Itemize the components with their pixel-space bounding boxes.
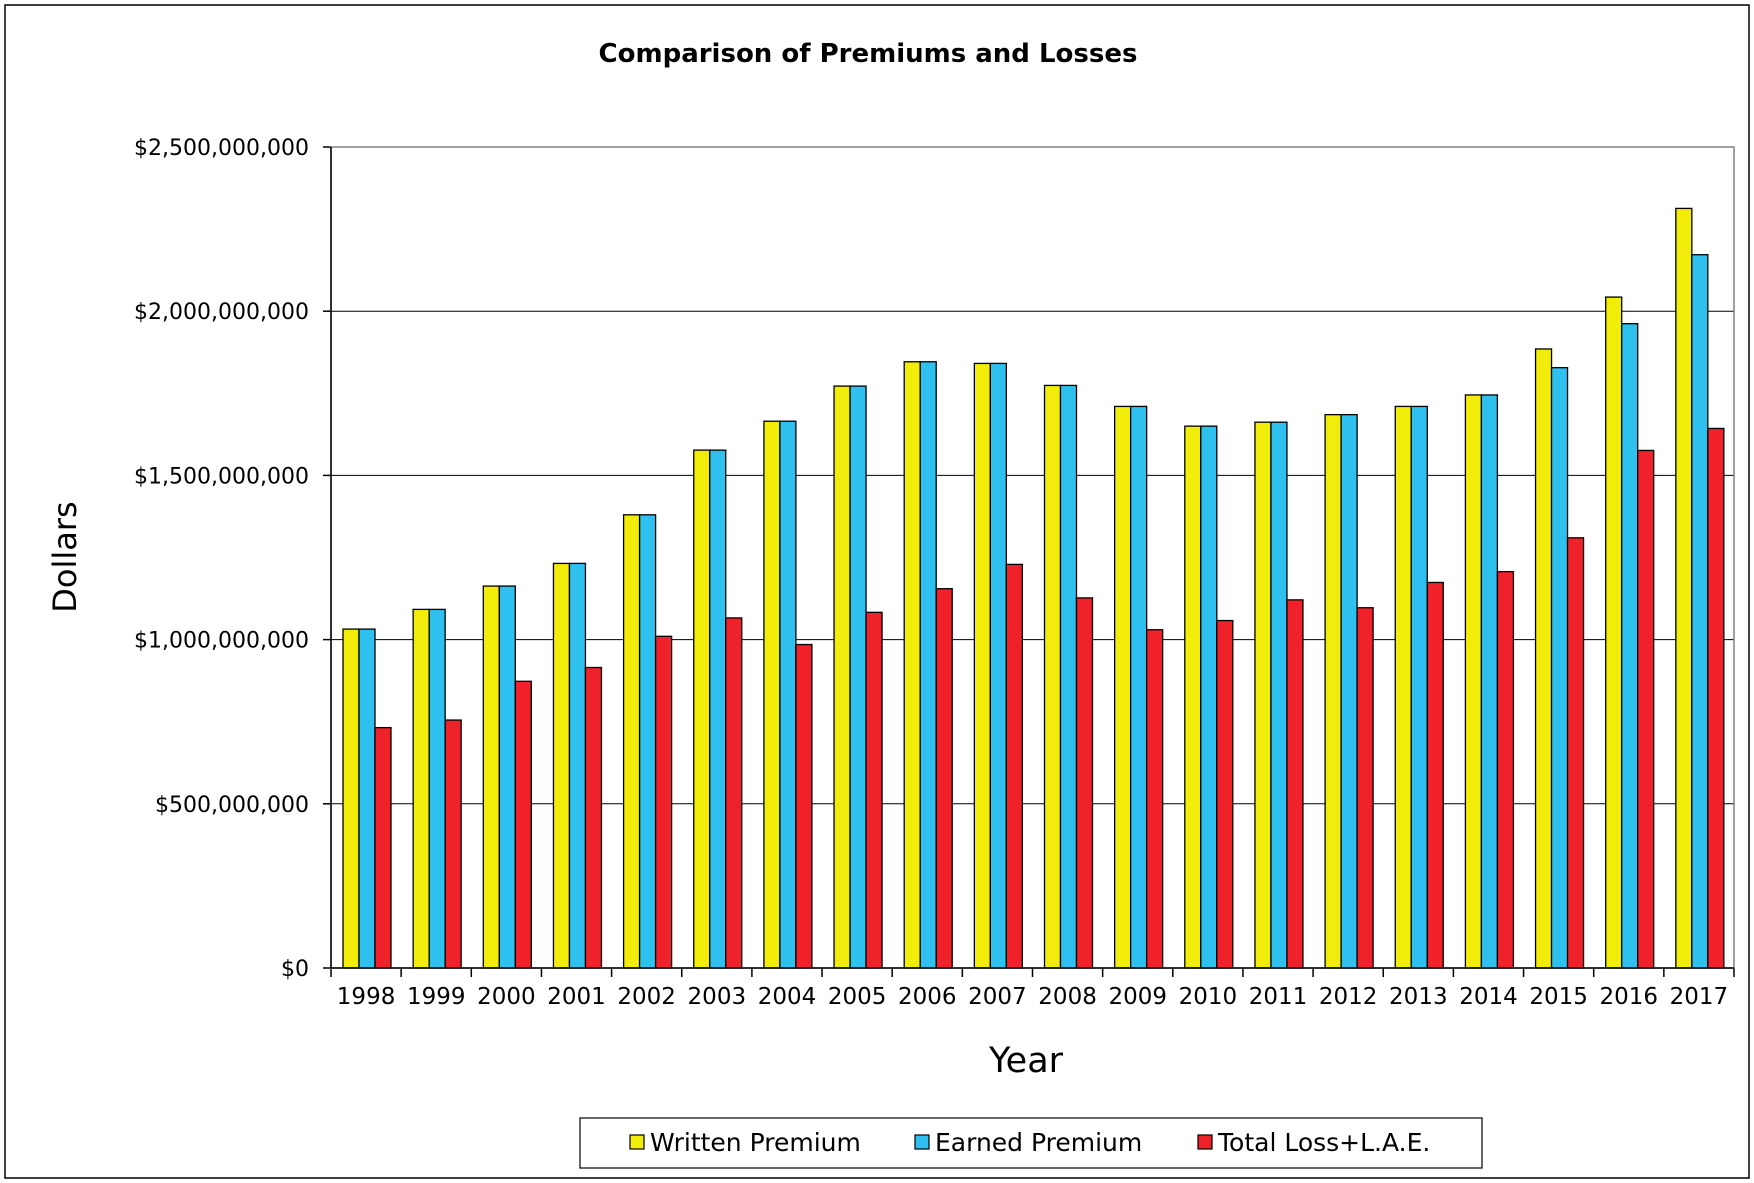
y-tick-label: $1,000,000,000 — [134, 629, 309, 654]
bar-earned-premium-2016 — [1622, 324, 1638, 968]
bar-written-premium-2017 — [1676, 208, 1692, 968]
bar-written-premium-2010 — [1185, 426, 1201, 968]
bar-earned-premium-2001 — [569, 563, 585, 968]
bar-earned-premium-2003 — [710, 450, 726, 968]
bar-written-premium-2013 — [1395, 406, 1411, 968]
bar-total-loss-l-a-e-2000 — [515, 681, 531, 968]
bar-earned-premium-2005 — [850, 386, 866, 968]
bar-written-premium-2007 — [974, 363, 990, 968]
bar-written-premium-2012 — [1325, 415, 1341, 968]
bar-earned-premium-2012 — [1341, 415, 1357, 968]
x-tick-label: 2004 — [758, 984, 817, 1010]
y-tick-label: $1,500,000,000 — [134, 464, 309, 489]
bar-earned-premium-2009 — [1131, 406, 1147, 968]
bar-written-premium-2016 — [1606, 297, 1622, 968]
bar-total-loss-l-a-e-2004 — [796, 645, 812, 968]
bar-total-loss-l-a-e-2011 — [1287, 600, 1303, 968]
x-tick-label: 2003 — [688, 984, 747, 1010]
bar-earned-premium-1999 — [429, 609, 445, 968]
bar-earned-premium-2006 — [920, 362, 936, 968]
x-tick-label: 2012 — [1319, 984, 1378, 1010]
x-tick-label: 1999 — [407, 984, 466, 1010]
bar-written-premium-2005 — [834, 386, 850, 968]
bar-total-loss-l-a-e-2006 — [936, 589, 952, 968]
bar-written-premium-1999 — [413, 609, 429, 968]
bar-written-premium-2003 — [694, 450, 710, 968]
bar-total-loss-l-a-e-1998 — [375, 728, 391, 968]
bar-total-loss-l-a-e-2016 — [1638, 450, 1654, 968]
x-tick-label: 2010 — [1179, 984, 1238, 1010]
x-tick-label: 2014 — [1459, 984, 1518, 1010]
legend-label: Total Loss+L.A.E. — [1217, 1128, 1430, 1157]
x-tick-label: 2013 — [1389, 984, 1448, 1010]
legend-label: Written Premium — [650, 1128, 861, 1157]
bar-total-loss-l-a-e-2003 — [726, 618, 742, 968]
bar-written-premium-2014 — [1465, 395, 1481, 968]
bar-earned-premium-2010 — [1201, 426, 1217, 968]
bar-written-premium-1998 — [343, 629, 359, 968]
bar-total-loss-l-a-e-2013 — [1427, 582, 1443, 968]
x-tick-label: 2007 — [968, 984, 1027, 1010]
legend-swatch — [630, 1135, 644, 1149]
x-tick-label: 2008 — [1038, 984, 1097, 1010]
x-tick-label: 2002 — [617, 984, 676, 1010]
bar-total-loss-l-a-e-2010 — [1217, 621, 1233, 968]
bar-total-loss-l-a-e-2002 — [656, 636, 672, 968]
y-tick-label: $2,000,000,000 — [134, 300, 309, 325]
x-tick-label: 2005 — [828, 984, 887, 1010]
chart-title: Comparison of Premiums and Losses — [599, 39, 1138, 69]
x-tick-label: 2015 — [1529, 984, 1588, 1010]
x-tick-label: 2011 — [1249, 984, 1308, 1010]
bar-written-premium-2009 — [1115, 406, 1131, 968]
legend-swatch — [915, 1135, 929, 1149]
bar-earned-premium-2017 — [1692, 255, 1708, 968]
bar-earned-premium-2000 — [499, 586, 515, 968]
bar-written-premium-2000 — [483, 586, 499, 968]
x-tick-label: 2017 — [1670, 984, 1729, 1010]
bar-earned-premium-1998 — [359, 629, 375, 968]
bar-total-loss-l-a-e-2009 — [1147, 630, 1163, 968]
bar-total-loss-l-a-e-2001 — [585, 668, 601, 968]
bar-total-loss-l-a-e-2005 — [866, 612, 882, 968]
bar-written-premium-2002 — [624, 515, 640, 968]
bar-written-premium-2011 — [1255, 422, 1271, 968]
bar-earned-premium-2007 — [990, 363, 1006, 968]
bar-earned-premium-2013 — [1411, 406, 1427, 968]
bar-written-premium-2006 — [904, 362, 920, 968]
bar-written-premium-2001 — [553, 563, 569, 968]
x-tick-label: 2000 — [477, 984, 536, 1010]
legend-swatch — [1198, 1135, 1212, 1149]
bar-earned-premium-2014 — [1481, 395, 1497, 968]
y-axis-label: Dollars — [46, 501, 84, 612]
x-axis-label: Year — [988, 1041, 1064, 1081]
bar-written-premium-2015 — [1536, 349, 1552, 968]
bar-total-loss-l-a-e-1999 — [445, 720, 461, 968]
bar-written-premium-2008 — [1045, 385, 1061, 968]
bar-total-loss-l-a-e-2014 — [1497, 572, 1513, 968]
bar-earned-premium-2015 — [1552, 368, 1568, 968]
bar-total-loss-l-a-e-2015 — [1568, 538, 1584, 968]
bar-earned-premium-2004 — [780, 421, 796, 968]
legend-label: Earned Premium — [935, 1128, 1142, 1157]
bar-earned-premium-2002 — [640, 515, 656, 968]
bar-earned-premium-2011 — [1271, 422, 1287, 968]
y-tick-label: $2,500,000,000 — [134, 136, 309, 161]
bar-written-premium-2004 — [764, 421, 780, 968]
legend: Written Premium Earned Premium Total Loss+… — [580, 1118, 1482, 1168]
bar-earned-premium-2008 — [1061, 385, 1077, 968]
x-tick-label: 1998 — [337, 984, 396, 1010]
x-tick-label: 2006 — [898, 984, 957, 1010]
bar-total-loss-l-a-e-2012 — [1357, 608, 1373, 968]
y-tick-label: $0 — [281, 957, 309, 982]
x-tick-label: 2009 — [1108, 984, 1167, 1010]
x-tick-label: 2001 — [547, 984, 606, 1010]
bar-total-loss-l-a-e-2007 — [1006, 564, 1022, 968]
bar-total-loss-l-a-e-2008 — [1077, 598, 1093, 968]
bar-total-loss-l-a-e-2017 — [1708, 428, 1724, 968]
y-tick-label: $500,000,000 — [155, 793, 309, 818]
x-tick-label: 2016 — [1600, 984, 1659, 1010]
